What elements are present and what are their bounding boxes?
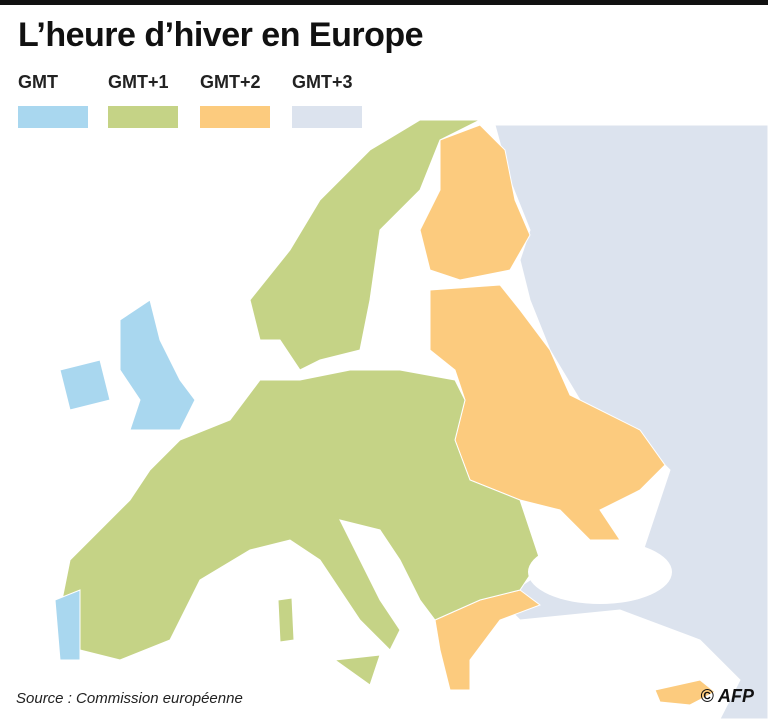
- region-sicily: [333, 654, 381, 686]
- baltic-sea: [390, 300, 430, 360]
- title: L’heure d’hiver en Europe: [18, 16, 424, 54]
- legend-item: GMT+2: [200, 72, 272, 128]
- region-portugal: [54, 589, 81, 661]
- legend-swatch: [292, 106, 362, 128]
- region-scandinavia: [249, 119, 481, 371]
- region-mainland: [59, 369, 541, 661]
- legend-item: GMT+3: [292, 72, 364, 128]
- legend-swatch: [18, 106, 88, 128]
- region-finland: [419, 124, 531, 281]
- region-uk: [119, 299, 196, 431]
- top-bar: [0, 0, 768, 5]
- region-ireland: [59, 359, 111, 411]
- source: Source : Commission européenne: [16, 690, 243, 707]
- black-sea: [528, 540, 672, 604]
- legend-label: GMT: [18, 72, 58, 92]
- legend-label: GMT+1: [108, 72, 169, 92]
- region-sardinia: [277, 597, 295, 643]
- credit: © AFP: [700, 686, 754, 706]
- legend-item: GMT: [18, 72, 90, 128]
- legend-swatch: [200, 106, 270, 128]
- legend-label: GMT+3: [292, 72, 353, 92]
- legend-swatch: [108, 106, 178, 128]
- legend-item: GMT+1: [108, 72, 180, 128]
- region-cyprus: [654, 679, 716, 706]
- legend-label: GMT+2: [200, 72, 261, 92]
